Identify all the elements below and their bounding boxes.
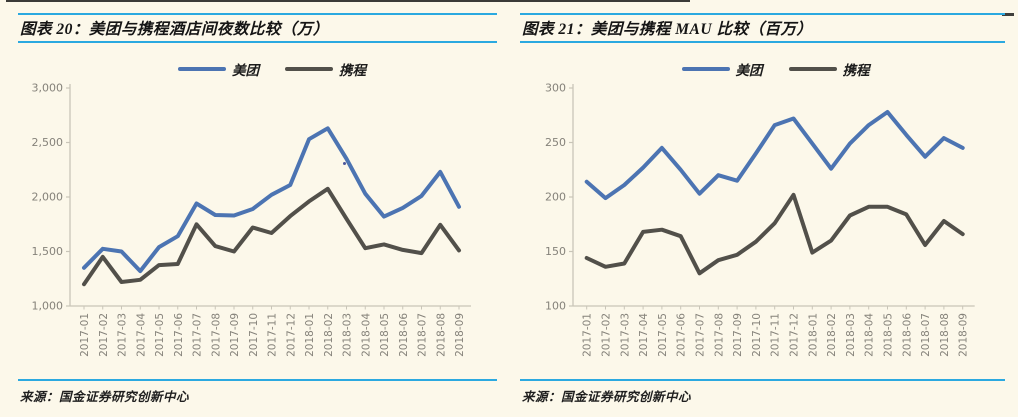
- x-tick-label: 2017-06: [173, 313, 185, 357]
- source-text: 来源：国金证券研究创新中心: [522, 390, 692, 404]
- x-tick-label: 2017-10: [751, 313, 763, 357]
- y-tick-label: 2,500: [32, 136, 64, 149]
- x-tick-label: 2018-05: [379, 313, 391, 357]
- legend-line-swatch: [788, 67, 837, 71]
- x-tick-label: 2018-08: [939, 313, 951, 357]
- y-tick-label: 3,000: [32, 82, 64, 95]
- y-tick-label: 2,000: [32, 191, 64, 204]
- x-tick-label: 2018-09: [958, 313, 970, 357]
- meituan-line: [584, 110, 965, 201]
- x-tick-label: 2017-02: [98, 313, 110, 357]
- stray-dot: [343, 162, 346, 165]
- x-tick-label: 2017-05: [154, 313, 166, 357]
- x-tick-label: 2017-04: [638, 313, 650, 357]
- x-tick-label: 2018-07: [417, 313, 429, 357]
- legend-item: 美团: [178, 59, 259, 79]
- title-rule-top: [520, 13, 1005, 15]
- source-rule: [18, 379, 497, 381]
- y-tick-label: 250: [545, 136, 566, 149]
- chart-legend: 美团 携程: [70, 59, 474, 79]
- legend-line-swatch: [681, 67, 730, 71]
- y-tick-label: 1,000: [32, 300, 64, 313]
- y-tick-label: 100: [545, 300, 566, 313]
- source-text: 来源：国金证券研究创新中心: [20, 390, 190, 404]
- page-top-border-tip: [1002, 13, 1014, 16]
- ctrip-line: [584, 192, 965, 276]
- y-tick-label: 1,500: [32, 245, 64, 258]
- x-tick-label: 2017-11: [770, 313, 782, 357]
- x-tick-label: 2017-09: [229, 313, 241, 357]
- x-tick-label: 2018-04: [360, 313, 372, 357]
- x-tick-label: 2018-02: [826, 313, 838, 357]
- y-tick-label: 150: [545, 245, 566, 258]
- x-tick-label: 2017-06: [676, 313, 688, 357]
- legend-label: 携程: [842, 63, 870, 78]
- x-tick-label: 2017-01: [582, 313, 594, 357]
- x-tick-label: 2017-04: [135, 313, 147, 357]
- page-top-border: [6, 0, 690, 2]
- title-rule-bottom: [520, 41, 1005, 43]
- legend-label: 美团: [232, 63, 259, 78]
- x-tick-label: 2018-05: [883, 313, 895, 357]
- x-tick-label: 2018-01: [807, 313, 819, 357]
- x-tick-label: 2018-03: [845, 313, 857, 357]
- title-rule-top: [18, 13, 497, 15]
- x-tick-label: 2017-07: [192, 313, 204, 357]
- x-tick-label: 2018-04: [864, 313, 876, 357]
- x-tick-label: 2017-07: [695, 313, 707, 357]
- figure-title: 图表 20：美团与携程酒店间夜数比较（万）: [20, 21, 329, 38]
- x-tick-label: 2018-08: [435, 313, 447, 357]
- x-tick-label: 2018-01: [304, 313, 316, 357]
- x-tick-label: 2017-12: [285, 313, 297, 357]
- x-tick-label: 2017-03: [117, 313, 129, 357]
- x-tick-label: 2018-06: [901, 313, 913, 357]
- chart-legend: 美团 携程: [573, 59, 978, 79]
- figure-panel-20: 图表 20：美团与携程酒店间夜数比较（万） 美团 携程 1,000 1,500 2,0…: [18, 0, 498, 417]
- figure-title: 图表 21：美团与携程 MAU 比较（百万）: [522, 21, 813, 38]
- x-tick-label: 2017-12: [789, 313, 801, 357]
- legend-item: 美团: [681, 59, 763, 79]
- x-tick-label: 2017-02: [601, 313, 613, 357]
- legend-item: 携程: [788, 59, 870, 79]
- legend-line-swatch: [285, 67, 333, 71]
- figure-panel-21: 图表 21：美团与携程 MAU 比较（百万） 美团 携程 100 150 200 250…: [520, 0, 1006, 417]
- legend-label: 携程: [339, 63, 366, 78]
- x-tick-label: 2017-09: [732, 313, 744, 357]
- legend-item: 携程: [285, 59, 366, 79]
- legend-line-swatch: [178, 67, 226, 71]
- x-tick-label: 2017-10: [248, 313, 260, 357]
- x-tick-label: 2018-06: [398, 313, 410, 357]
- x-tick-label: 2017-08: [713, 313, 725, 357]
- meituan-line: [82, 126, 461, 274]
- line-chart-room-nights: 1,000 1,500 2,000 2,500 3,000 2017-01 2017-02 2…: [32, 82, 471, 357]
- source-rule: [520, 379, 1005, 381]
- y-tick-label: 300: [545, 82, 566, 95]
- x-tick-label: 2017-05: [657, 313, 669, 357]
- title-rule-bottom: [18, 41, 497, 43]
- x-tick-label: 2017-08: [210, 313, 222, 357]
- x-tick-label: 2018-07: [920, 313, 932, 357]
- x-tick-label: 2018-03: [342, 313, 354, 357]
- y-tick-label: 200: [545, 191, 566, 204]
- x-tick-label: 2018-02: [323, 313, 335, 357]
- x-tick-label: 2018-09: [454, 313, 466, 357]
- x-tick-label: 2017-01: [79, 313, 91, 357]
- line-chart-mau: 100 150 200 250 300 2017-01 2017-02 2017-03 2017…: [545, 82, 975, 357]
- x-tick-label: 2017-11: [267, 313, 279, 357]
- ctrip-line: [82, 186, 461, 287]
- legend-label: 美团: [735, 63, 763, 78]
- x-tick-label: 2017-03: [619, 313, 631, 357]
